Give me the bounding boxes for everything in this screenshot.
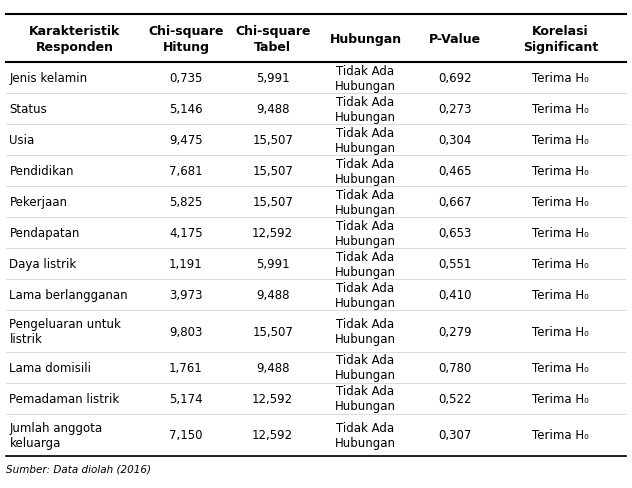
Text: Terima H₀: Terima H₀: [532, 392, 589, 405]
Text: Chi-square
Hitung: Chi-square Hitung: [148, 24, 224, 54]
Text: Terima H₀: Terima H₀: [532, 361, 589, 374]
Text: Jenis kelamin: Jenis kelamin: [9, 72, 88, 85]
Text: 0,522: 0,522: [439, 392, 472, 405]
Text: Pengeluaran untuk
listrik: Pengeluaran untuk listrik: [9, 317, 121, 346]
Text: 0,304: 0,304: [439, 134, 472, 147]
Text: 9,488: 9,488: [256, 288, 289, 302]
Text: 0,279: 0,279: [439, 325, 472, 338]
Text: Pendidikan: Pendidikan: [9, 165, 74, 178]
Text: Tidak Ada
Hubungan: Tidak Ada Hubungan: [335, 219, 396, 247]
Text: Chi-square
Tabel: Chi-square Tabel: [235, 24, 310, 54]
Text: 12,592: 12,592: [252, 227, 293, 240]
Text: Tidak Ada
Hubungan: Tidak Ada Hubungan: [335, 317, 396, 346]
Text: Daya listrik: Daya listrik: [9, 258, 76, 271]
Text: 0,307: 0,307: [439, 428, 472, 442]
Text: Tidak Ada
Hubungan: Tidak Ada Hubungan: [335, 188, 396, 216]
Text: Tidak Ada
Hubungan: Tidak Ada Hubungan: [335, 65, 396, 93]
Text: 1,191: 1,191: [169, 258, 203, 271]
Text: 0,551: 0,551: [439, 258, 472, 271]
Text: 5,174: 5,174: [169, 392, 203, 405]
Text: Hubungan: Hubungan: [329, 33, 401, 45]
Text: Jumlah anggota
keluarga: Jumlah anggota keluarga: [9, 421, 102, 449]
Text: Tidak Ada
Hubungan: Tidak Ada Hubungan: [335, 158, 396, 185]
Text: 15,507: 15,507: [252, 325, 293, 338]
Text: Terima H₀: Terima H₀: [532, 227, 589, 240]
Text: 5,825: 5,825: [169, 196, 203, 209]
Text: 0,273: 0,273: [439, 103, 472, 116]
Text: Lama berlangganan: Lama berlangganan: [9, 288, 128, 302]
Text: Tidak Ada
Hubungan: Tidak Ada Hubungan: [335, 281, 396, 309]
Text: Terima H₀: Terima H₀: [532, 103, 589, 116]
Text: Lama domisili: Lama domisili: [9, 361, 92, 374]
Text: Terima H₀: Terima H₀: [532, 165, 589, 178]
Text: 15,507: 15,507: [252, 165, 293, 178]
Text: Terima H₀: Terima H₀: [532, 258, 589, 271]
Text: 9,488: 9,488: [256, 361, 289, 374]
Text: P-Value: P-Value: [429, 33, 482, 45]
Text: 12,592: 12,592: [252, 428, 293, 442]
Text: Pendapatan: Pendapatan: [9, 227, 80, 240]
Text: 7,150: 7,150: [169, 428, 203, 442]
Text: Terima H₀: Terima H₀: [532, 134, 589, 147]
Text: 3,973: 3,973: [169, 288, 203, 302]
Text: Karakteristik
Responden: Karakteristik Responden: [29, 24, 120, 54]
Text: 5,991: 5,991: [256, 72, 289, 85]
Text: Tidak Ada
Hubungan: Tidak Ada Hubungan: [335, 385, 396, 412]
Text: 0,780: 0,780: [439, 361, 472, 374]
Text: Status: Status: [9, 103, 47, 116]
Text: Tidak Ada
Hubungan: Tidak Ada Hubungan: [335, 421, 396, 449]
Text: Usia: Usia: [9, 134, 35, 147]
Text: 9,475: 9,475: [169, 134, 203, 147]
Text: 12,592: 12,592: [252, 392, 293, 405]
Text: Terima H₀: Terima H₀: [532, 428, 589, 442]
Text: 9,488: 9,488: [256, 103, 289, 116]
Text: Tidak Ada
Hubungan: Tidak Ada Hubungan: [335, 96, 396, 123]
Text: 1,761: 1,761: [169, 361, 203, 374]
Text: Terima H₀: Terima H₀: [532, 196, 589, 209]
Text: 5,146: 5,146: [169, 103, 203, 116]
Text: 7,681: 7,681: [169, 165, 203, 178]
Text: Pekerjaan: Pekerjaan: [9, 196, 68, 209]
Text: Terima H₀: Terima H₀: [532, 288, 589, 302]
Text: 9,803: 9,803: [169, 325, 203, 338]
Text: Korelasi
Significant: Korelasi Significant: [523, 24, 599, 54]
Text: Sumber: Data diolah (2016): Sumber: Data diolah (2016): [6, 463, 151, 473]
Text: 0,410: 0,410: [439, 288, 472, 302]
Text: 15,507: 15,507: [252, 134, 293, 147]
Text: Pemadaman listrik: Pemadaman listrik: [9, 392, 119, 405]
Text: 0,653: 0,653: [439, 227, 472, 240]
Text: 5,991: 5,991: [256, 258, 289, 271]
Text: 4,175: 4,175: [169, 227, 203, 240]
Text: Tidak Ada
Hubungan: Tidak Ada Hubungan: [335, 354, 396, 382]
Text: 0,692: 0,692: [439, 72, 472, 85]
Text: Tidak Ada
Hubungan: Tidak Ada Hubungan: [335, 126, 396, 155]
Text: 0,465: 0,465: [439, 165, 472, 178]
Text: Terima H₀: Terima H₀: [532, 72, 589, 85]
Text: 0,735: 0,735: [169, 72, 203, 85]
Text: 0,667: 0,667: [439, 196, 472, 209]
Text: 15,507: 15,507: [252, 196, 293, 209]
Text: Terima H₀: Terima H₀: [532, 325, 589, 338]
Text: Tidak Ada
Hubungan: Tidak Ada Hubungan: [335, 250, 396, 278]
